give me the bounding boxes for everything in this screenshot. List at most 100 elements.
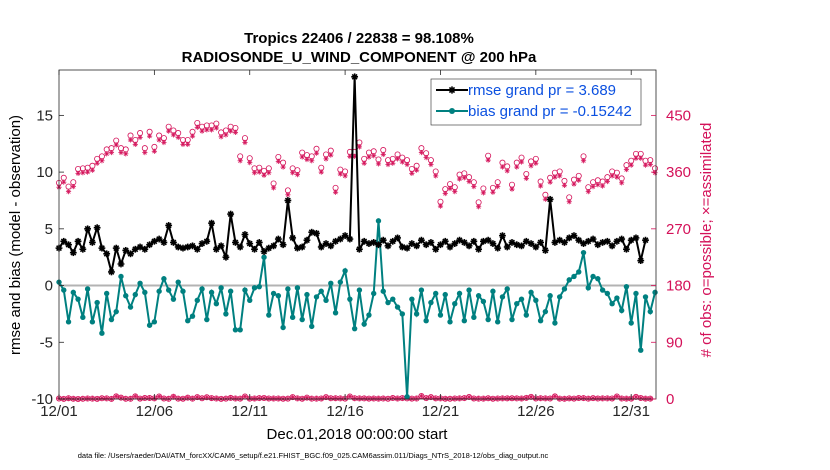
x-tick-label: 12/11 <box>232 403 268 420</box>
low-count-asterisk <box>85 396 91 401</box>
bias-point <box>494 319 501 325</box>
assimilated-count-marker <box>461 175 467 181</box>
assimilated-count-marker <box>80 170 86 176</box>
bias-point <box>237 327 243 333</box>
assimilated-count-marker <box>337 171 343 177</box>
bias-point <box>194 297 200 303</box>
assimilated-count-marker <box>61 179 67 185</box>
bias-point <box>103 290 110 297</box>
assimilated-count-marker <box>380 151 386 158</box>
x-tick-label: 12/21 <box>422 403 460 420</box>
assimilated-count-marker <box>309 158 315 164</box>
bias-point <box>299 316 305 323</box>
low-count-asterisk <box>199 395 205 401</box>
assimilated-count-marker <box>642 162 649 168</box>
low-count-asterisk <box>380 396 386 401</box>
assimilated-count-marker <box>94 160 100 166</box>
assimilated-count-marker <box>409 170 415 176</box>
assimilated-count-marker <box>557 173 563 179</box>
low-count-asterisk <box>581 395 586 401</box>
assimilated-count-marker <box>75 170 81 176</box>
assimilated-count-marker <box>394 156 401 162</box>
low-count-asterisk <box>433 395 439 401</box>
bias-point <box>628 320 634 326</box>
bias-point <box>170 296 177 302</box>
low-count-asterisk <box>504 395 510 401</box>
bias-point <box>361 321 367 327</box>
bias-point <box>142 289 148 296</box>
bias-point <box>204 316 210 323</box>
low-count-asterisk <box>161 396 167 401</box>
chart-title-line2: RADIOSONDE_U_WIND_COMPONENT @ 200 hPa <box>182 49 537 66</box>
low-count-asterisk <box>485 395 491 401</box>
bias-point <box>280 324 286 331</box>
bias-point <box>99 330 105 336</box>
bias-point <box>337 279 344 285</box>
bias-point <box>571 273 577 280</box>
assimilated-count-marker <box>104 151 110 157</box>
assimilated-count-marker <box>571 181 577 187</box>
assimilated-count-marker <box>170 132 177 138</box>
low-count-asterisk <box>519 396 524 401</box>
bias-point <box>585 285 591 291</box>
assimilated-count-marker <box>194 124 200 130</box>
bias-point <box>523 312 530 318</box>
assimilated-count-marker <box>437 203 444 209</box>
bias-point <box>604 290 611 297</box>
bias-point <box>590 273 596 280</box>
assimilated-count-marker <box>127 137 134 143</box>
bias-point <box>576 269 582 275</box>
low-count-asterisk <box>347 394 353 399</box>
assimilated-count-marker <box>285 192 291 198</box>
assimilated-count-marker <box>242 139 248 146</box>
low-count-asterisk <box>337 396 343 401</box>
bias-point <box>652 289 658 296</box>
bias-point <box>161 276 167 282</box>
assimilated-count-marker <box>390 160 396 166</box>
assimilated-count-marker <box>223 132 229 138</box>
assimilated-count-marker <box>142 149 148 156</box>
bias-point <box>65 319 72 325</box>
low-count-asterisk <box>357 396 362 401</box>
bias-point <box>385 299 391 306</box>
assimilated-count-marker <box>161 139 167 146</box>
low-count-asterisk <box>113 394 119 399</box>
assimilated-count-marker <box>185 141 191 147</box>
assimilated-count-marker <box>137 134 143 141</box>
x-tick-label: 12/01 <box>40 403 78 420</box>
low-count-asterisk <box>171 394 176 400</box>
bias-point <box>94 299 100 306</box>
low-count-asterisk <box>461 395 467 401</box>
bias-point <box>418 287 425 293</box>
bias-point <box>189 313 196 319</box>
bias-point <box>89 319 96 325</box>
bias-point <box>471 314 477 321</box>
assimilated-count-marker <box>561 182 568 188</box>
bias-point <box>285 286 291 292</box>
low-count-asterisk <box>399 395 405 401</box>
marks <box>55 73 659 402</box>
bias-point <box>480 298 487 305</box>
x-tick-label: 12/16 <box>326 403 364 420</box>
assimilated-count-marker <box>294 172 301 178</box>
assimilated-count-marker <box>342 173 348 179</box>
low-count-asterisk <box>228 395 234 401</box>
bias-point <box>132 291 138 298</box>
bias-point <box>247 297 253 303</box>
y-tick-label-left: -5 <box>40 334 53 351</box>
bias-point <box>638 347 644 353</box>
assimilated-count-marker <box>123 151 129 157</box>
low-count-asterisk <box>457 396 462 401</box>
bias-point <box>70 289 77 296</box>
assimilated-count-marker <box>552 174 558 180</box>
assimilated-count-marker <box>251 170 258 176</box>
low-count-asterisk <box>242 394 248 399</box>
assimilated-count-marker <box>466 178 472 185</box>
y-tick-label-right: 90 <box>666 334 683 351</box>
bias-point <box>313 294 320 300</box>
legend: rmse grand pr = 3.689 bias grand pr = -0… <box>430 78 642 126</box>
bias-point <box>75 296 81 302</box>
bias-point <box>294 285 301 291</box>
assimilated-count-marker <box>509 186 515 192</box>
low-count-asterisk <box>66 395 71 401</box>
